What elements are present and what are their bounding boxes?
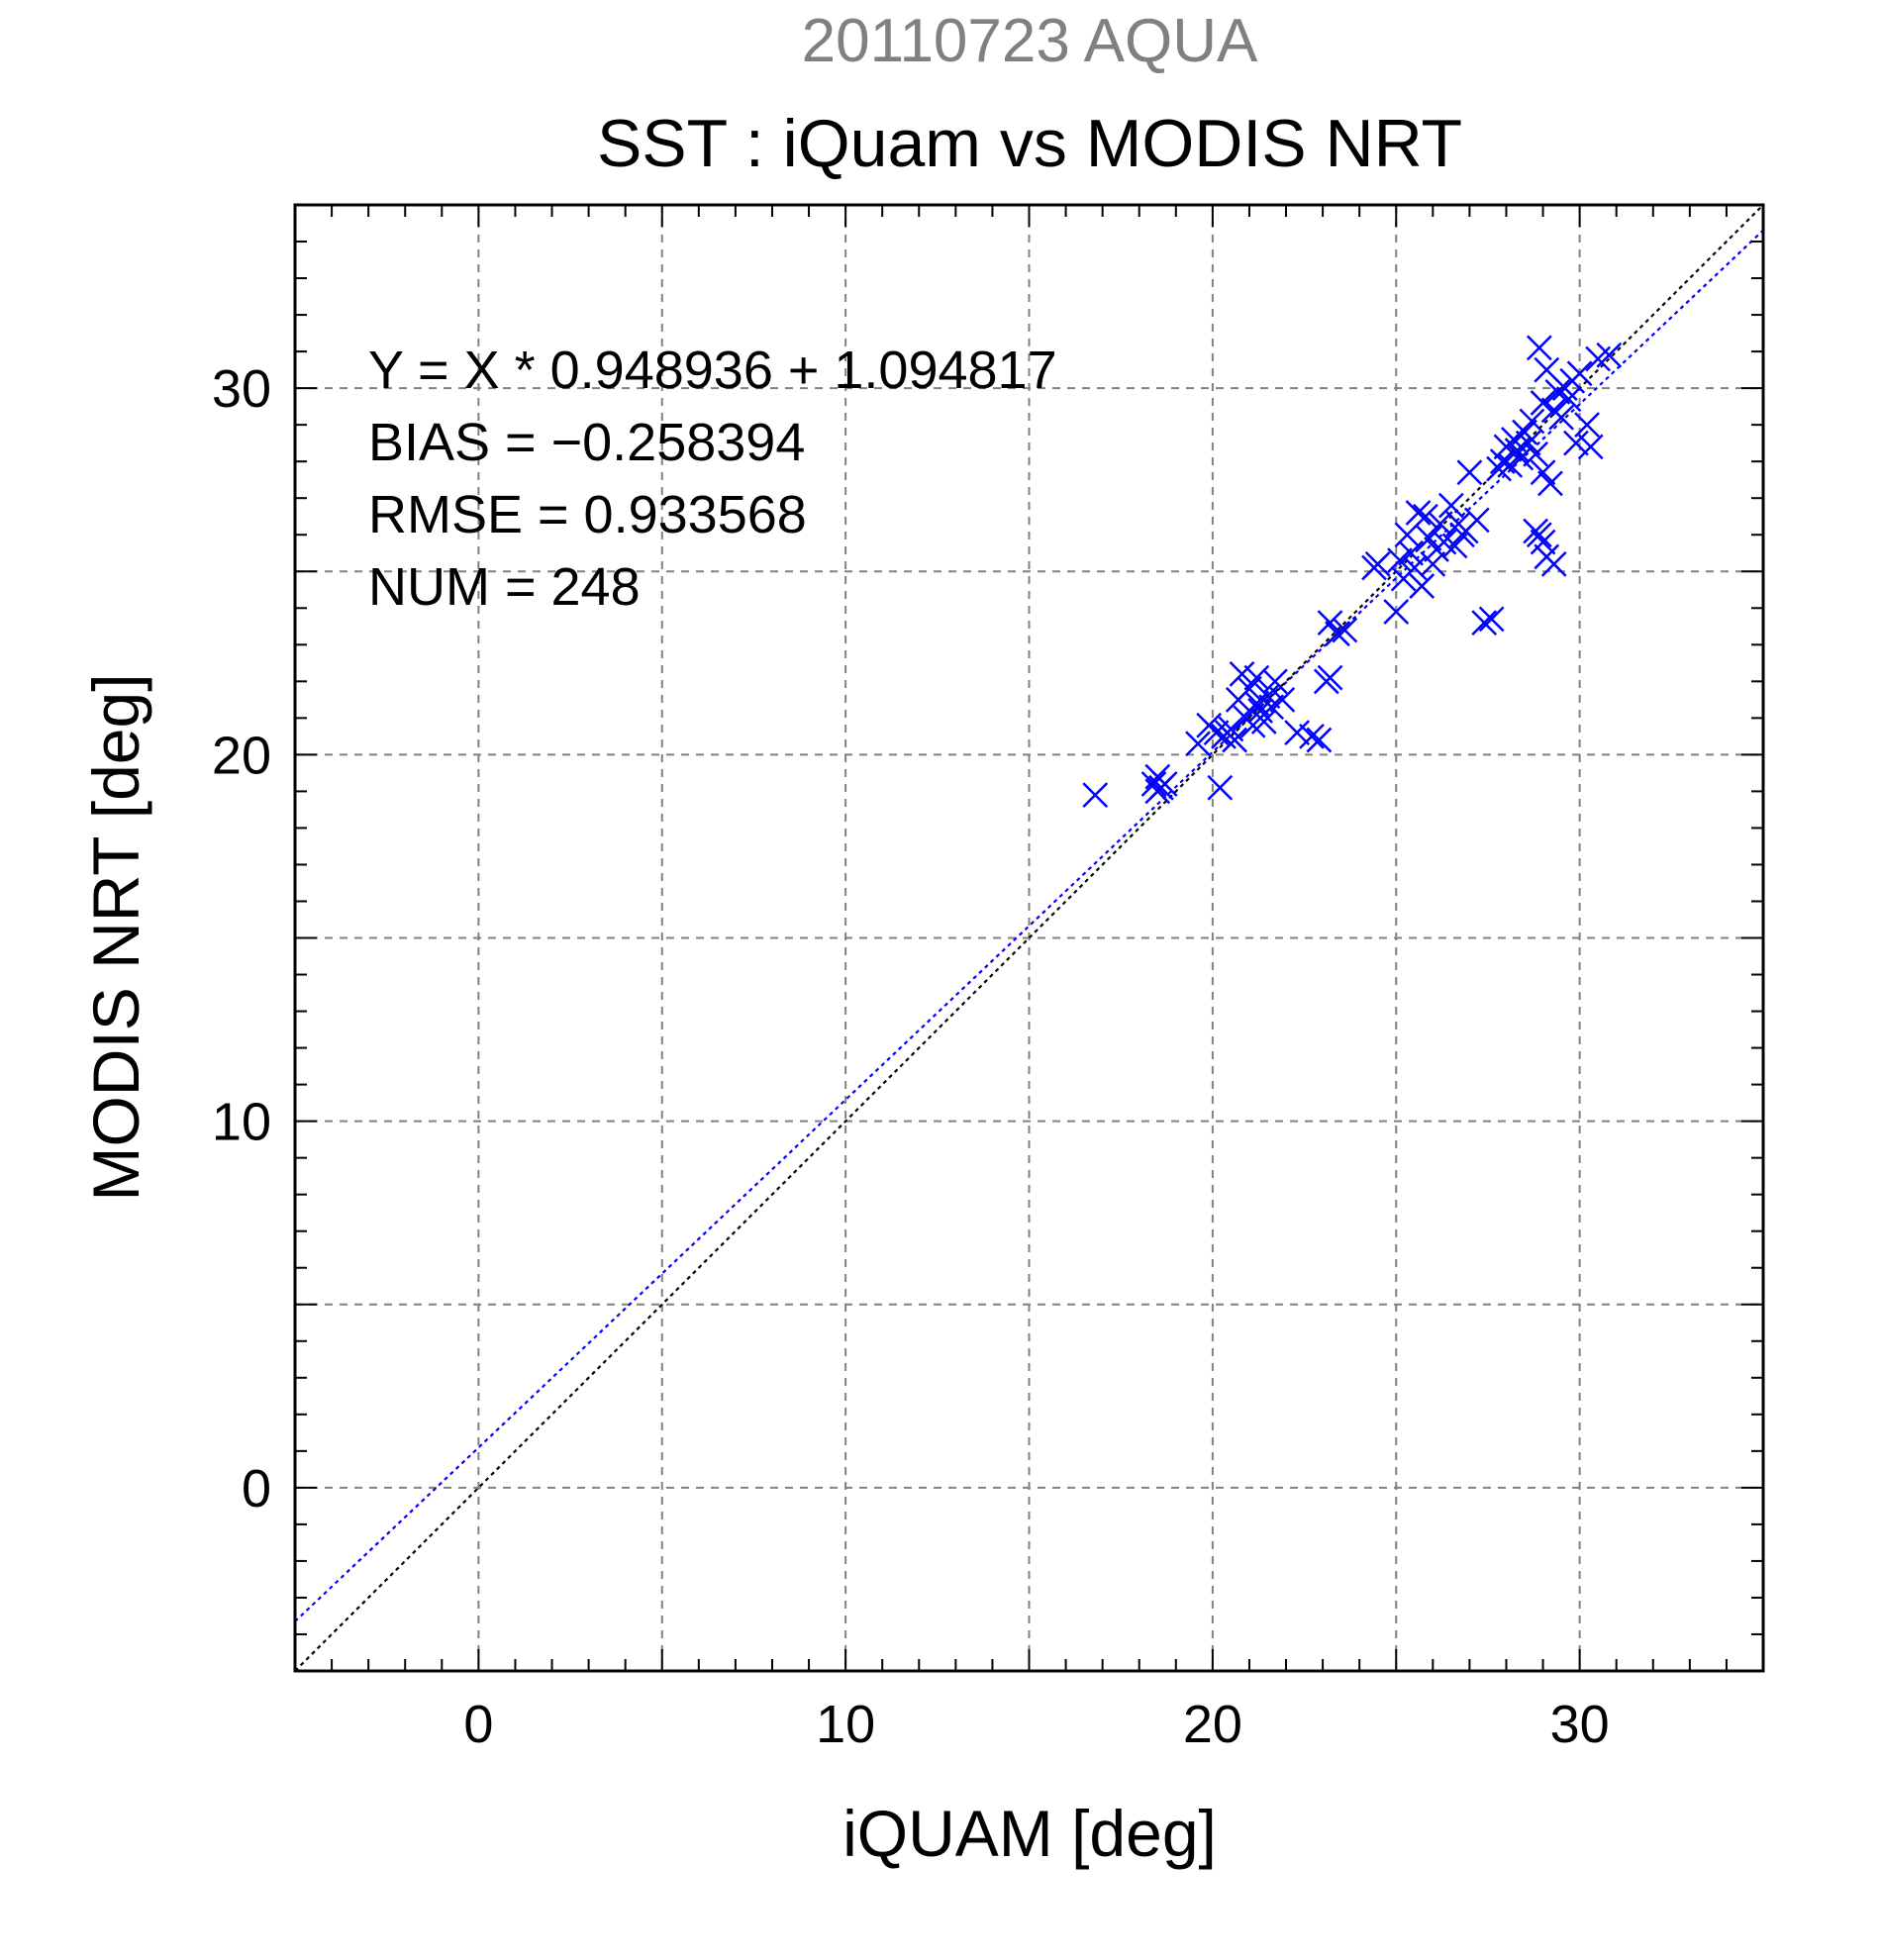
stats-bias: BIAS = −0.258394 bbox=[368, 413, 805, 472]
data-point bbox=[1144, 778, 1171, 805]
data-point bbox=[1548, 404, 1574, 431]
x-tick-label: 10 bbox=[816, 1695, 875, 1754]
data-point bbox=[1325, 621, 1350, 647]
data-point bbox=[1530, 459, 1556, 486]
data-point bbox=[1269, 686, 1296, 713]
data-point bbox=[1537, 470, 1563, 497]
plot-frame bbox=[293, 203, 1765, 1673]
data-point bbox=[1243, 690, 1270, 717]
data-point bbox=[1284, 720, 1311, 746]
data-point bbox=[1229, 661, 1255, 687]
y-tick-labels: 0 10 20 30 bbox=[212, 359, 271, 1519]
data-point bbox=[1420, 550, 1446, 577]
data-point bbox=[1332, 617, 1358, 643]
x-tick-label: 30 bbox=[1550, 1695, 1610, 1754]
chart-subtitle: 20110723 AQUA bbox=[802, 7, 1258, 75]
data-point bbox=[1262, 668, 1288, 695]
data-point bbox=[1540, 550, 1567, 577]
data-point bbox=[1364, 550, 1391, 577]
data-point bbox=[1203, 720, 1230, 746]
data-point bbox=[1577, 434, 1604, 460]
x-tick-labels: 0 10 20 30 bbox=[463, 1695, 1609, 1754]
data-point bbox=[1383, 599, 1410, 625]
data-point bbox=[1140, 771, 1167, 797]
data-point bbox=[1306, 727, 1333, 753]
stats-num: NUM = 248 bbox=[368, 557, 641, 617]
data-point bbox=[1398, 539, 1424, 566]
x-tick-label: 0 bbox=[463, 1695, 493, 1754]
data-point bbox=[1526, 522, 1552, 548]
data-point bbox=[1497, 451, 1524, 478]
y-axis-label: MODIS NRT [deg] bbox=[79, 673, 152, 1201]
x-tick-label: 20 bbox=[1183, 1695, 1242, 1754]
data-point bbox=[1530, 390, 1556, 416]
data-point bbox=[1515, 430, 1541, 456]
data-point bbox=[1441, 533, 1468, 559]
data-point bbox=[1471, 610, 1498, 636]
y-tick-label: 10 bbox=[212, 1093, 271, 1152]
stats-box: Y = X * 0.948936 + 1.094817 BIAS = −0.25… bbox=[368, 341, 1057, 617]
x-axis-label: iQUAM [deg] bbox=[842, 1797, 1217, 1870]
data-point bbox=[1207, 774, 1234, 801]
data-point bbox=[1082, 782, 1109, 808]
data-point bbox=[1250, 709, 1277, 735]
axis-ticks bbox=[295, 205, 1763, 1671]
data-point bbox=[1526, 335, 1552, 361]
stats-regression: Y = X * 0.948936 + 1.094817 bbox=[368, 341, 1057, 400]
data-point bbox=[1185, 731, 1211, 757]
data-point bbox=[1456, 459, 1483, 486]
y-tick-label: 20 bbox=[212, 726, 271, 785]
data-point bbox=[1317, 664, 1343, 691]
data-point bbox=[1437, 492, 1464, 519]
data-point bbox=[1534, 356, 1560, 383]
chart-title: SST : iQuam vs MODIS NRT bbox=[597, 106, 1462, 181]
data-point bbox=[1574, 412, 1600, 439]
data-point bbox=[1299, 723, 1325, 749]
data-point bbox=[1566, 360, 1593, 387]
y-tick-label: 30 bbox=[212, 359, 271, 419]
data-point bbox=[1508, 444, 1534, 471]
data-point bbox=[1222, 727, 1248, 753]
data-point bbox=[1596, 342, 1623, 368]
data-point bbox=[1523, 441, 1549, 467]
data-point bbox=[1478, 606, 1505, 633]
data-point bbox=[1544, 378, 1571, 405]
data-point bbox=[1258, 694, 1285, 721]
data-point bbox=[1416, 526, 1442, 551]
data-point bbox=[1409, 573, 1436, 599]
data-point bbox=[1530, 529, 1556, 555]
data-point bbox=[1317, 610, 1343, 636]
data-point bbox=[1405, 500, 1432, 526]
data-point bbox=[1563, 430, 1589, 456]
data-point bbox=[1413, 503, 1438, 530]
data-point bbox=[1237, 675, 1262, 702]
grid-lines bbox=[295, 205, 1763, 1671]
data-points bbox=[1082, 335, 1623, 808]
data-point bbox=[1463, 507, 1490, 534]
stats-rmse: RMSE = 0.933568 bbox=[368, 485, 807, 544]
y-tick-label: 0 bbox=[242, 1459, 271, 1519]
data-point bbox=[1519, 408, 1545, 435]
